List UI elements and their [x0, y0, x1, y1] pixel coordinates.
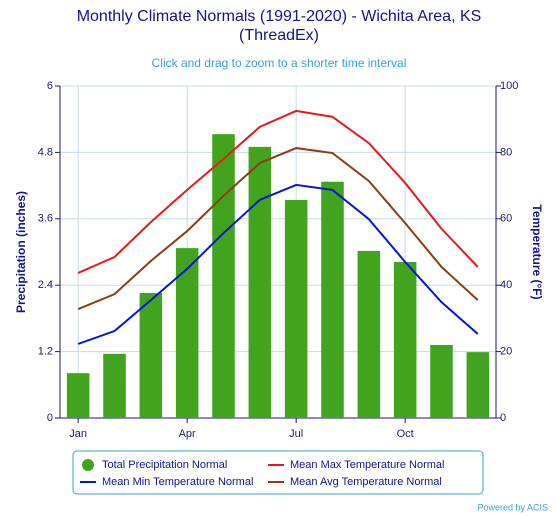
bar — [393, 261, 417, 418]
y2-tick-label: 40 — [500, 279, 512, 291]
legend-label: Mean Max Temperature Normal — [290, 459, 444, 471]
y2-tick-label: 20 — [500, 346, 512, 358]
credit-link[interactable]: Powered by ACIS — [477, 502, 548, 512]
y-tick-label: 6 — [47, 80, 53, 92]
y2-tick-label: 100 — [500, 80, 518, 92]
x-tick-label: Jul — [289, 428, 303, 440]
x-tick-label: Jan — [69, 428, 87, 440]
y2-tick-label: 60 — [500, 213, 512, 225]
chart-title: Monthly Climate Normals (1991-2020) - Wi… — [77, 8, 482, 25]
bar — [357, 250, 381, 418]
bar — [212, 134, 235, 418]
bar — [284, 199, 308, 418]
bar — [139, 292, 163, 418]
subtitle: Click and drag to zoom to a shorter time… — [152, 56, 407, 70]
y-axis-title: Precipitation (inches) — [14, 191, 28, 313]
bar — [466, 352, 490, 418]
y-tick-label: 1.2 — [38, 346, 53, 358]
x-tick-label: Oct — [397, 428, 414, 440]
y2-tick-label: 80 — [500, 146, 512, 158]
line — [77, 147, 479, 311]
x-tick-label: Apr — [179, 428, 196, 440]
y-tick-label: 2.4 — [38, 279, 53, 291]
bar — [430, 344, 453, 418]
bar — [321, 181, 344, 418]
bar — [103, 353, 126, 418]
line — [77, 109, 479, 274]
legend-label: Mean Avg Temperature Normal — [290, 476, 442, 488]
legend-symbol — [82, 459, 94, 471]
legend-label: Total Precipitation Normal — [102, 459, 227, 471]
y-tick-label: 0 — [47, 412, 53, 424]
bar — [248, 146, 272, 418]
y2-axis-title: Temperature (°F) — [530, 204, 544, 299]
legend-box — [72, 450, 484, 495]
chart-title: (ThreadEx) — [239, 27, 319, 44]
line — [77, 183, 479, 345]
bar — [66, 373, 90, 418]
y2-tick-label: 0 — [500, 412, 506, 424]
y-tick-label: 3.6 — [38, 213, 53, 225]
legend-label: Mean Min Temperature Normal — [102, 476, 253, 488]
y-tick-label: 4.8 — [38, 146, 53, 158]
bar — [175, 248, 199, 418]
